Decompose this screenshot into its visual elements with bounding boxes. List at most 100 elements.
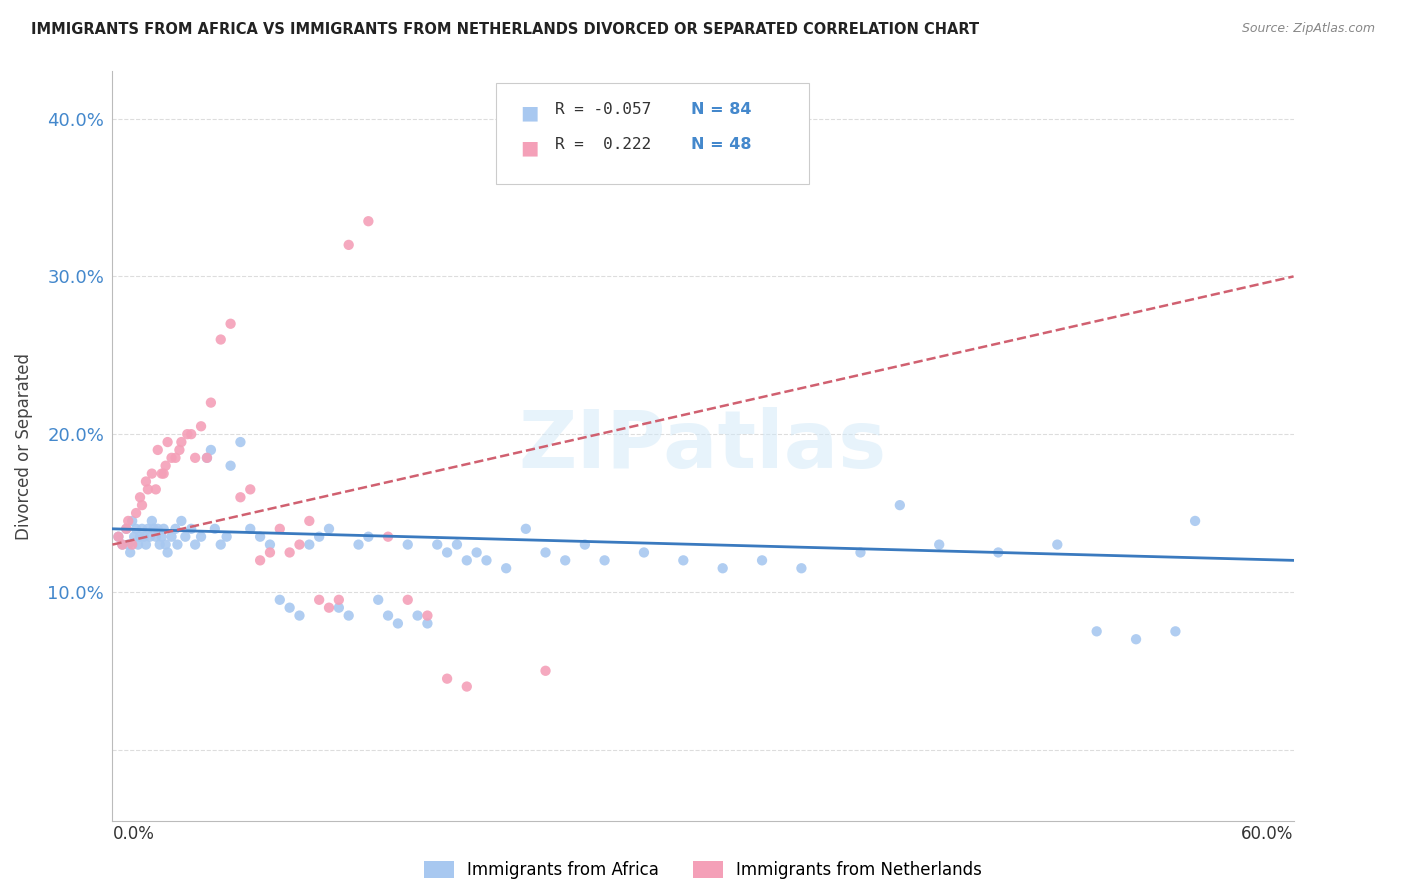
Point [184,450,207,465]
Point [215,530,238,544]
Point [146,442,169,457]
Text: ZIPatlas: ZIPatlas [519,407,887,485]
Text: IMMIGRANTS FROM AFRICA VS IMMIGRANTS FROM NETHERLANDS DIVORCED OR SEPARATED CORR: IMMIGRANTS FROM AFRICA VS IMMIGRANTS FRO… [31,22,979,37]
Text: Source: ZipAtlas.com: Source: ZipAtlas.com [1241,22,1375,36]
Point [751,553,773,567]
Point [152,522,174,536]
Point [117,538,139,552]
Point [416,608,439,623]
Text: ■: ■ [520,139,538,158]
Point [200,442,222,457]
Point [849,545,872,559]
Text: N = 48: N = 48 [692,137,752,153]
Point [889,498,911,512]
Point [790,561,813,575]
Point [121,514,143,528]
Point [406,608,429,623]
Point [337,238,360,252]
Point [554,553,576,567]
Text: R =  0.222: R = 0.222 [555,137,651,153]
Point [150,530,173,544]
Text: ■: ■ [520,103,538,122]
Point [170,514,193,528]
Point [278,600,301,615]
Point [288,538,311,552]
Point [465,545,488,559]
Point [131,522,153,536]
Text: N = 84: N = 84 [692,102,752,117]
Point [136,483,159,497]
Point [1184,514,1206,528]
Point [156,545,179,559]
Point [219,317,242,331]
Point [426,538,449,552]
Point [156,435,179,450]
Point [146,522,169,536]
Point [127,538,149,552]
Point [357,214,380,228]
Point [347,538,370,552]
Point [534,664,557,678]
Point [107,530,129,544]
Point [367,592,389,607]
Point [107,530,129,544]
Point [155,538,177,552]
Point [190,419,212,434]
Point [195,450,218,465]
Point [145,483,167,497]
Point [396,592,419,607]
Point [318,522,340,536]
Point [160,530,183,544]
Point [115,522,138,536]
Point [259,545,281,559]
Point [278,545,301,559]
Point [160,450,183,465]
Point [174,530,197,544]
Point [180,427,202,442]
Point [141,467,163,481]
Point [111,538,134,552]
Point [1046,538,1069,552]
Point [1085,624,1108,639]
Point [416,616,439,631]
Point [122,530,145,544]
Point [928,538,950,552]
Point [150,467,173,481]
Point [436,672,458,686]
Text: R = -0.057: R = -0.057 [555,102,651,117]
Point [515,522,537,536]
Point [672,553,695,567]
Point [125,506,148,520]
Point [129,490,152,504]
Point [456,680,478,694]
Point [1164,624,1187,639]
Point [396,538,419,552]
Point [125,522,148,536]
Point [132,530,155,544]
Point [121,538,143,552]
Point [169,442,191,457]
Point [165,522,187,536]
Point [495,561,517,575]
Point [120,545,142,559]
Point [534,545,557,559]
Y-axis label: Divorced or Separated: Divorced or Separated [15,352,34,540]
Point [152,467,174,481]
Point [328,592,350,607]
Point [436,545,458,559]
Point [328,600,350,615]
Point [142,522,165,536]
Point [139,530,162,544]
Point [229,490,252,504]
Point [219,458,242,473]
Point [166,538,188,552]
Point [446,538,468,552]
Point [115,522,138,536]
Point [475,553,498,567]
Point [176,427,198,442]
Point [456,553,478,567]
Point [308,530,330,544]
Point [249,553,271,567]
Point [1125,632,1147,647]
Point [711,561,734,575]
